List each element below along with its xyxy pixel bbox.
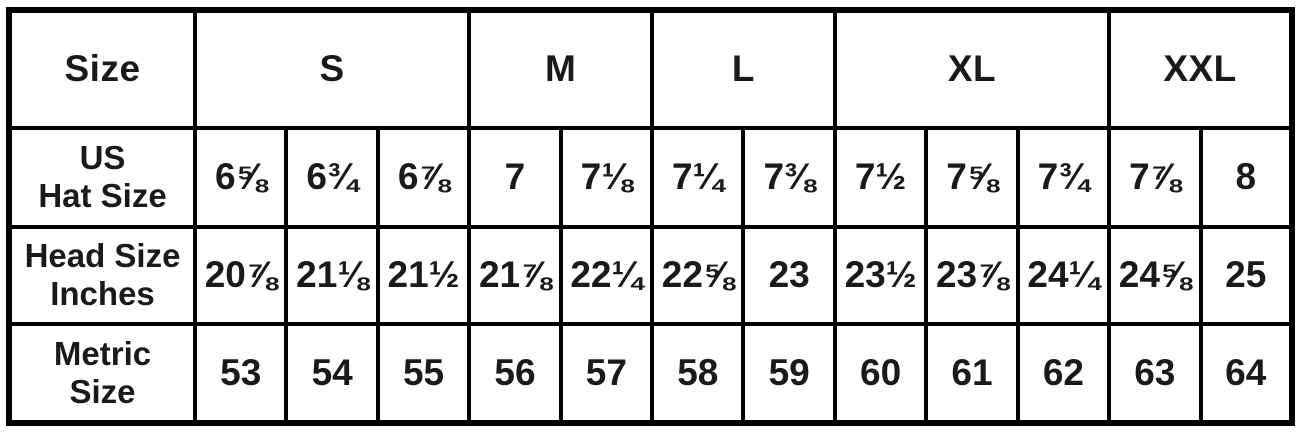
us-hat-size-value: 6⅞ xyxy=(375,125,472,229)
metric-size-value: 60 xyxy=(832,321,929,426)
us-hat-size-value: 7¼ xyxy=(650,125,746,229)
metric-size-value: 63 xyxy=(1107,321,1203,426)
metric-size-value: 54 xyxy=(284,321,380,426)
head-size-value: 25 xyxy=(1198,224,1294,326)
head-size-value: 22¼ xyxy=(558,224,655,326)
metric-size-row: Metric Size 53 54 55 56 57 58 59 60 61 6… xyxy=(6,321,1294,426)
head-size-value: 23 xyxy=(741,224,837,326)
head-size-value: 21½ xyxy=(375,224,472,326)
hat-size-chart-table: Size S M L XL XXL US Hat Size 6⅝ 6¾ 6⅞ 7… xyxy=(6,7,1295,426)
us-hat-size-value: 7¾ xyxy=(1015,125,1112,229)
us-hat-size-row: US Hat Size 6⅝ 6¾ 6⅞ 7 7⅛ 7¼ 7⅜ 7½ 7⅝ 7¾… xyxy=(6,125,1294,229)
us-hat-size-value: 7⅝ xyxy=(924,125,1020,229)
metric-size-value: 58 xyxy=(650,321,746,426)
metric-size-value: 55 xyxy=(375,321,472,426)
size-group-s: S xyxy=(193,8,472,130)
metric-size-value: 62 xyxy=(1015,321,1112,426)
us-hat-size-value: 7½ xyxy=(832,125,929,229)
head-size-inches-row: Head Size Inches 20⅞ 21⅛ 21½ 21⅞ 22¼ 22⅝… xyxy=(6,224,1294,326)
size-corner-header: Size xyxy=(6,8,198,130)
head-size-value: 21⅞ xyxy=(467,224,563,326)
metric-size-value: 56 xyxy=(467,321,563,426)
metric-size-value: 61 xyxy=(924,321,1020,426)
us-hat-size-value: 7⅞ xyxy=(1107,125,1203,229)
row-label-us-hat-size: US Hat Size xyxy=(6,125,198,229)
size-group-m: M xyxy=(467,8,655,130)
metric-size-value: 59 xyxy=(741,321,837,426)
row-label-head-size-inches: Head Size Inches xyxy=(6,224,198,326)
head-size-value: 24¼ xyxy=(1015,224,1112,326)
metric-size-value: 57 xyxy=(558,321,655,426)
us-hat-size-value: 6⅝ xyxy=(193,125,289,229)
us-hat-size-value: 6¾ xyxy=(284,125,380,229)
size-group-xxl: XXL xyxy=(1107,8,1294,130)
size-group-xl: XL xyxy=(832,8,1112,130)
metric-size-value: 53 xyxy=(193,321,289,426)
us-hat-size-value: 7⅜ xyxy=(741,125,837,229)
metric-size-value: 64 xyxy=(1198,321,1294,426)
head-size-value: 21⅛ xyxy=(284,224,380,326)
row-label-metric-size: Metric Size xyxy=(6,321,198,426)
size-group-header-row: Size S M L XL XXL xyxy=(6,8,1294,130)
head-size-value: 20⅞ xyxy=(193,224,289,326)
us-hat-size-value: 7⅛ xyxy=(558,125,655,229)
size-group-l: L xyxy=(650,8,837,130)
head-size-value: 24⅝ xyxy=(1107,224,1203,326)
head-size-value: 23½ xyxy=(832,224,929,326)
head-size-value: 23⅞ xyxy=(924,224,1020,326)
us-hat-size-value: 8 xyxy=(1198,125,1294,229)
head-size-value: 22⅝ xyxy=(650,224,746,326)
us-hat-size-value: 7 xyxy=(467,125,563,229)
